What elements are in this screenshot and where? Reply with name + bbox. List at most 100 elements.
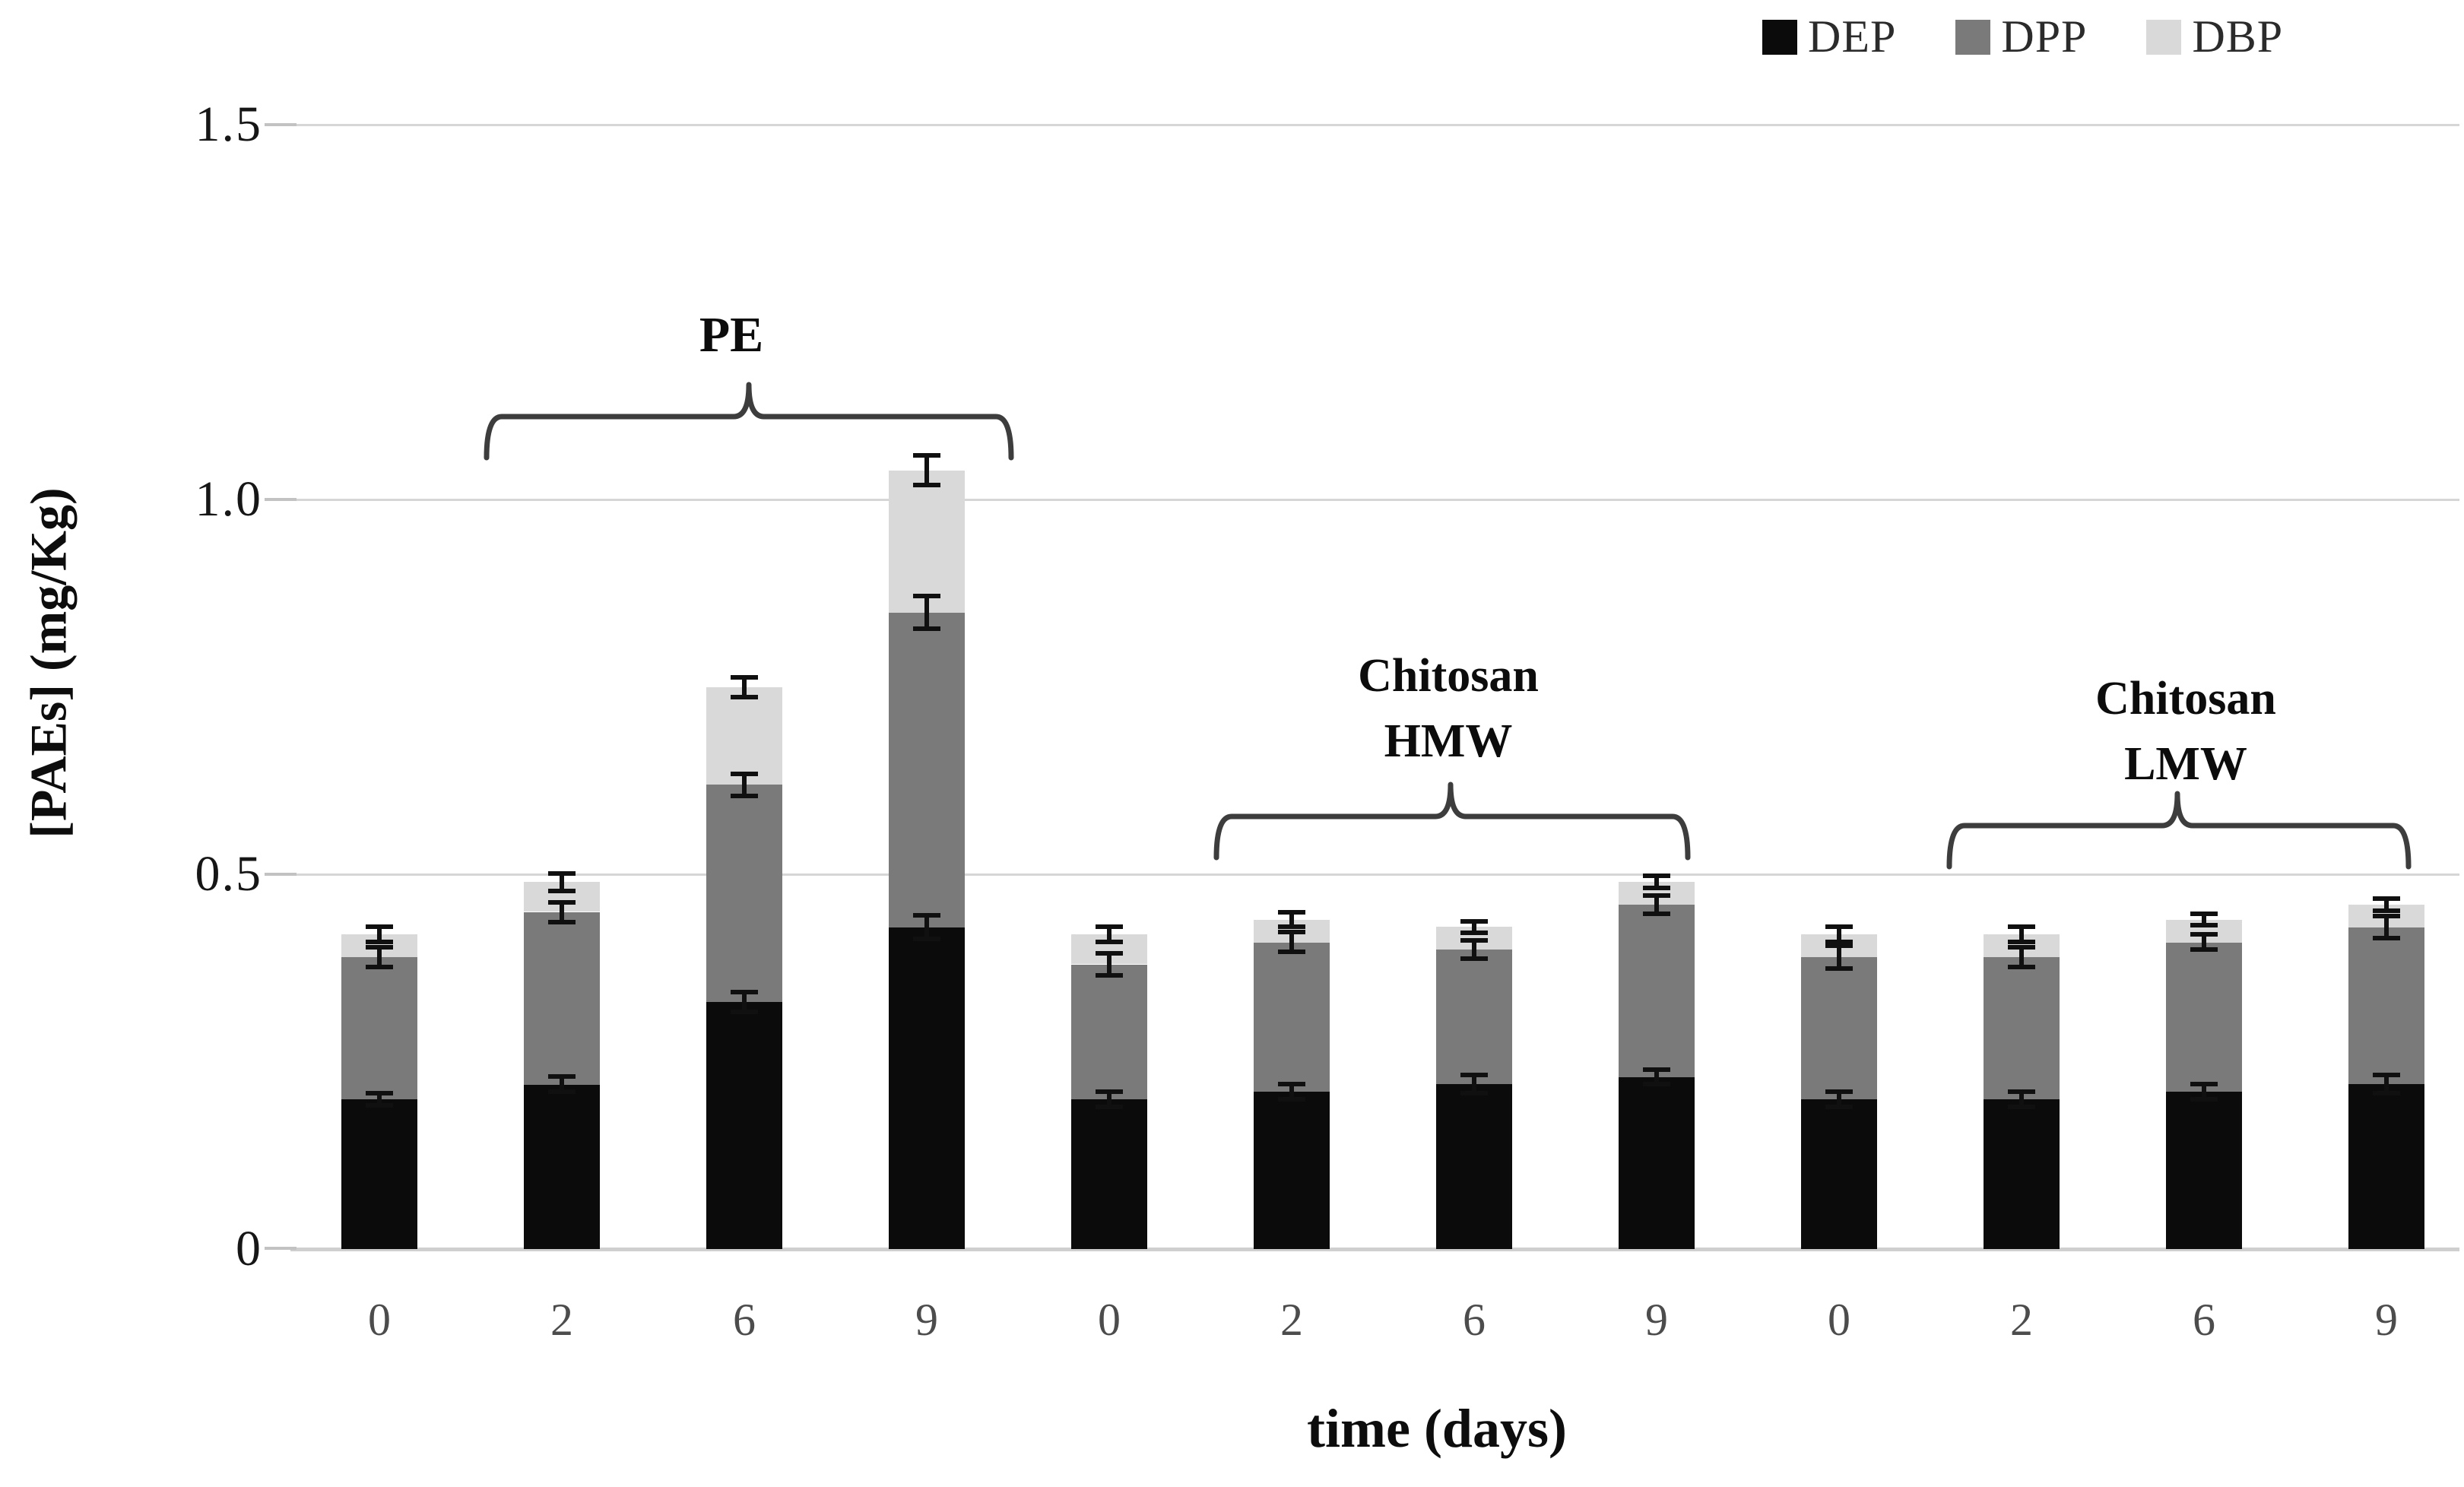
x-day-label: 6: [1463, 1295, 1486, 1345]
bar-segment-dbp: [889, 471, 965, 613]
error-bar-cap: [731, 1010, 758, 1014]
error-bar-cap: [1096, 1105, 1123, 1109]
error-bar-cap: [1825, 966, 1853, 971]
error-bar-cap: [2373, 914, 2400, 918]
error-bar-cap: [731, 772, 758, 776]
error-bar-cap: [1096, 973, 1123, 978]
error-bar-cap: [548, 1074, 576, 1079]
error-bar-cap: [2190, 912, 2218, 916]
error-bar-stem: [1472, 940, 1476, 959]
group-label-chitosan-lmw: Chitosan LMW: [2095, 673, 2276, 790]
error-bar-cap: [366, 965, 393, 969]
x-day-label: 0: [1098, 1295, 1121, 1345]
bar-segment-dep: [2166, 1092, 2242, 1249]
gridline-1-0: [290, 499, 2459, 501]
x-day-label: 9: [2375, 1295, 2398, 1345]
error-bar-cap: [548, 871, 576, 876]
bar-segment-dep: [1071, 1099, 1147, 1249]
error-bar-cap: [1278, 930, 1305, 934]
error-bar-cap: [1096, 1089, 1123, 1094]
error-bar-stem: [377, 947, 382, 967]
error-bar-cap: [1460, 919, 1488, 924]
error-bar-cap: [1460, 931, 1488, 935]
error-bar-stem: [924, 596, 929, 629]
error-bar-cap: [731, 794, 758, 798]
error-bar-cap: [731, 675, 758, 680]
x-day-label: 9: [1645, 1295, 1668, 1345]
error-bar-stem: [1654, 896, 1659, 914]
bar-segment-dpp: [889, 613, 965, 927]
error-bar-cap: [366, 924, 393, 929]
x-day-label: 6: [2193, 1295, 2215, 1345]
error-bar-stem: [1837, 946, 1841, 969]
error-bar-stem: [1837, 1092, 1841, 1107]
legend-label-dep: DEP: [1808, 11, 1897, 62]
error-bar-stem: [2202, 934, 2206, 950]
error-bar-stem: [742, 992, 747, 1012]
error-bar-stem: [560, 902, 564, 922]
x-axis-title: time (days): [1307, 1398, 1567, 1459]
dpp-swatch-icon: [1955, 19, 1991, 55]
y-tick-label: 1.5: [195, 97, 262, 152]
error-bar-cap: [2008, 1089, 2035, 1094]
error-bar-cap: [2373, 908, 2400, 913]
bar-segment-dpp: [1619, 905, 1695, 1077]
bar-segment-dpp: [2348, 927, 2424, 1084]
error-bar-cap: [1643, 873, 1670, 878]
y-tick-label: 0.5: [195, 846, 262, 902]
error-bar-cap: [1643, 912, 1670, 916]
bar-segment-dep: [1254, 1092, 1330, 1249]
error-bar-cap: [2190, 1082, 2218, 1086]
error-bar-cap: [913, 937, 940, 941]
error-bar-cap: [913, 626, 940, 631]
error-bar-stem: [2202, 1084, 2206, 1099]
error-bar-cap: [731, 990, 758, 994]
error-bar-stem: [2019, 927, 2024, 942]
error-bar-stem: [1654, 876, 1659, 888]
error-bar-cap: [1643, 886, 1670, 890]
error-bar-cap: [1825, 924, 1853, 929]
bar-segment-dpp: [1254, 942, 1330, 1092]
error-bar-cap: [548, 900, 576, 905]
legend: DEP DPP DBP: [1762, 11, 2283, 63]
error-bar-stem: [1107, 1092, 1111, 1107]
error-bar-stem: [2384, 1075, 2389, 1093]
error-bar-cap: [2373, 896, 2400, 901]
error-bar-cap: [2008, 1105, 2035, 1109]
error-bar-cap: [2190, 932, 2218, 937]
bar-segment-dep: [1984, 1099, 2060, 1249]
error-bar-stem: [2384, 916, 2389, 939]
error-bar-cap: [1460, 1091, 1488, 1095]
bar-segment-dpp: [1071, 965, 1147, 1099]
bar-segment-dpp: [524, 912, 600, 1085]
error-bar-stem: [742, 677, 747, 697]
bar-segment-dep: [1436, 1084, 1512, 1249]
error-bar-stem: [560, 1076, 564, 1092]
y-tick-mark: [265, 498, 297, 501]
gridline-0-5: [290, 873, 2459, 876]
error-bar-stem: [1654, 1070, 1659, 1085]
group-label-chitosan-hmw: Chitosan HMW: [1358, 650, 1539, 767]
error-bar-cap: [366, 940, 393, 944]
error-bar-stem: [1472, 1075, 1476, 1093]
legend-item-dbp: DBP: [2146, 11, 2283, 63]
bar-segment-dep: [1801, 1099, 1877, 1249]
error-bar-cap: [548, 889, 576, 893]
error-bar-cap: [2008, 924, 2035, 929]
error-bar-cap: [1460, 938, 1488, 943]
x-day-label: 6: [733, 1295, 756, 1345]
error-bar-cap: [2373, 1091, 2400, 1095]
error-bar-cap: [1278, 950, 1305, 954]
error-bar-cap: [2373, 936, 2400, 940]
y-tick-mark: [265, 123, 297, 126]
error-bar-cap: [2373, 1073, 2400, 1077]
error-bar-cap: [1278, 910, 1305, 915]
error-bar-cap: [1825, 1089, 1853, 1094]
error-bar-stem: [2019, 947, 2024, 967]
gridline-1-5: [290, 124, 2459, 126]
x-day-label: 0: [1828, 1295, 1850, 1345]
error-bar-stem: [560, 873, 564, 892]
error-bar-stem: [2384, 899, 2389, 911]
bar-segment-dpp: [1984, 957, 2060, 1099]
